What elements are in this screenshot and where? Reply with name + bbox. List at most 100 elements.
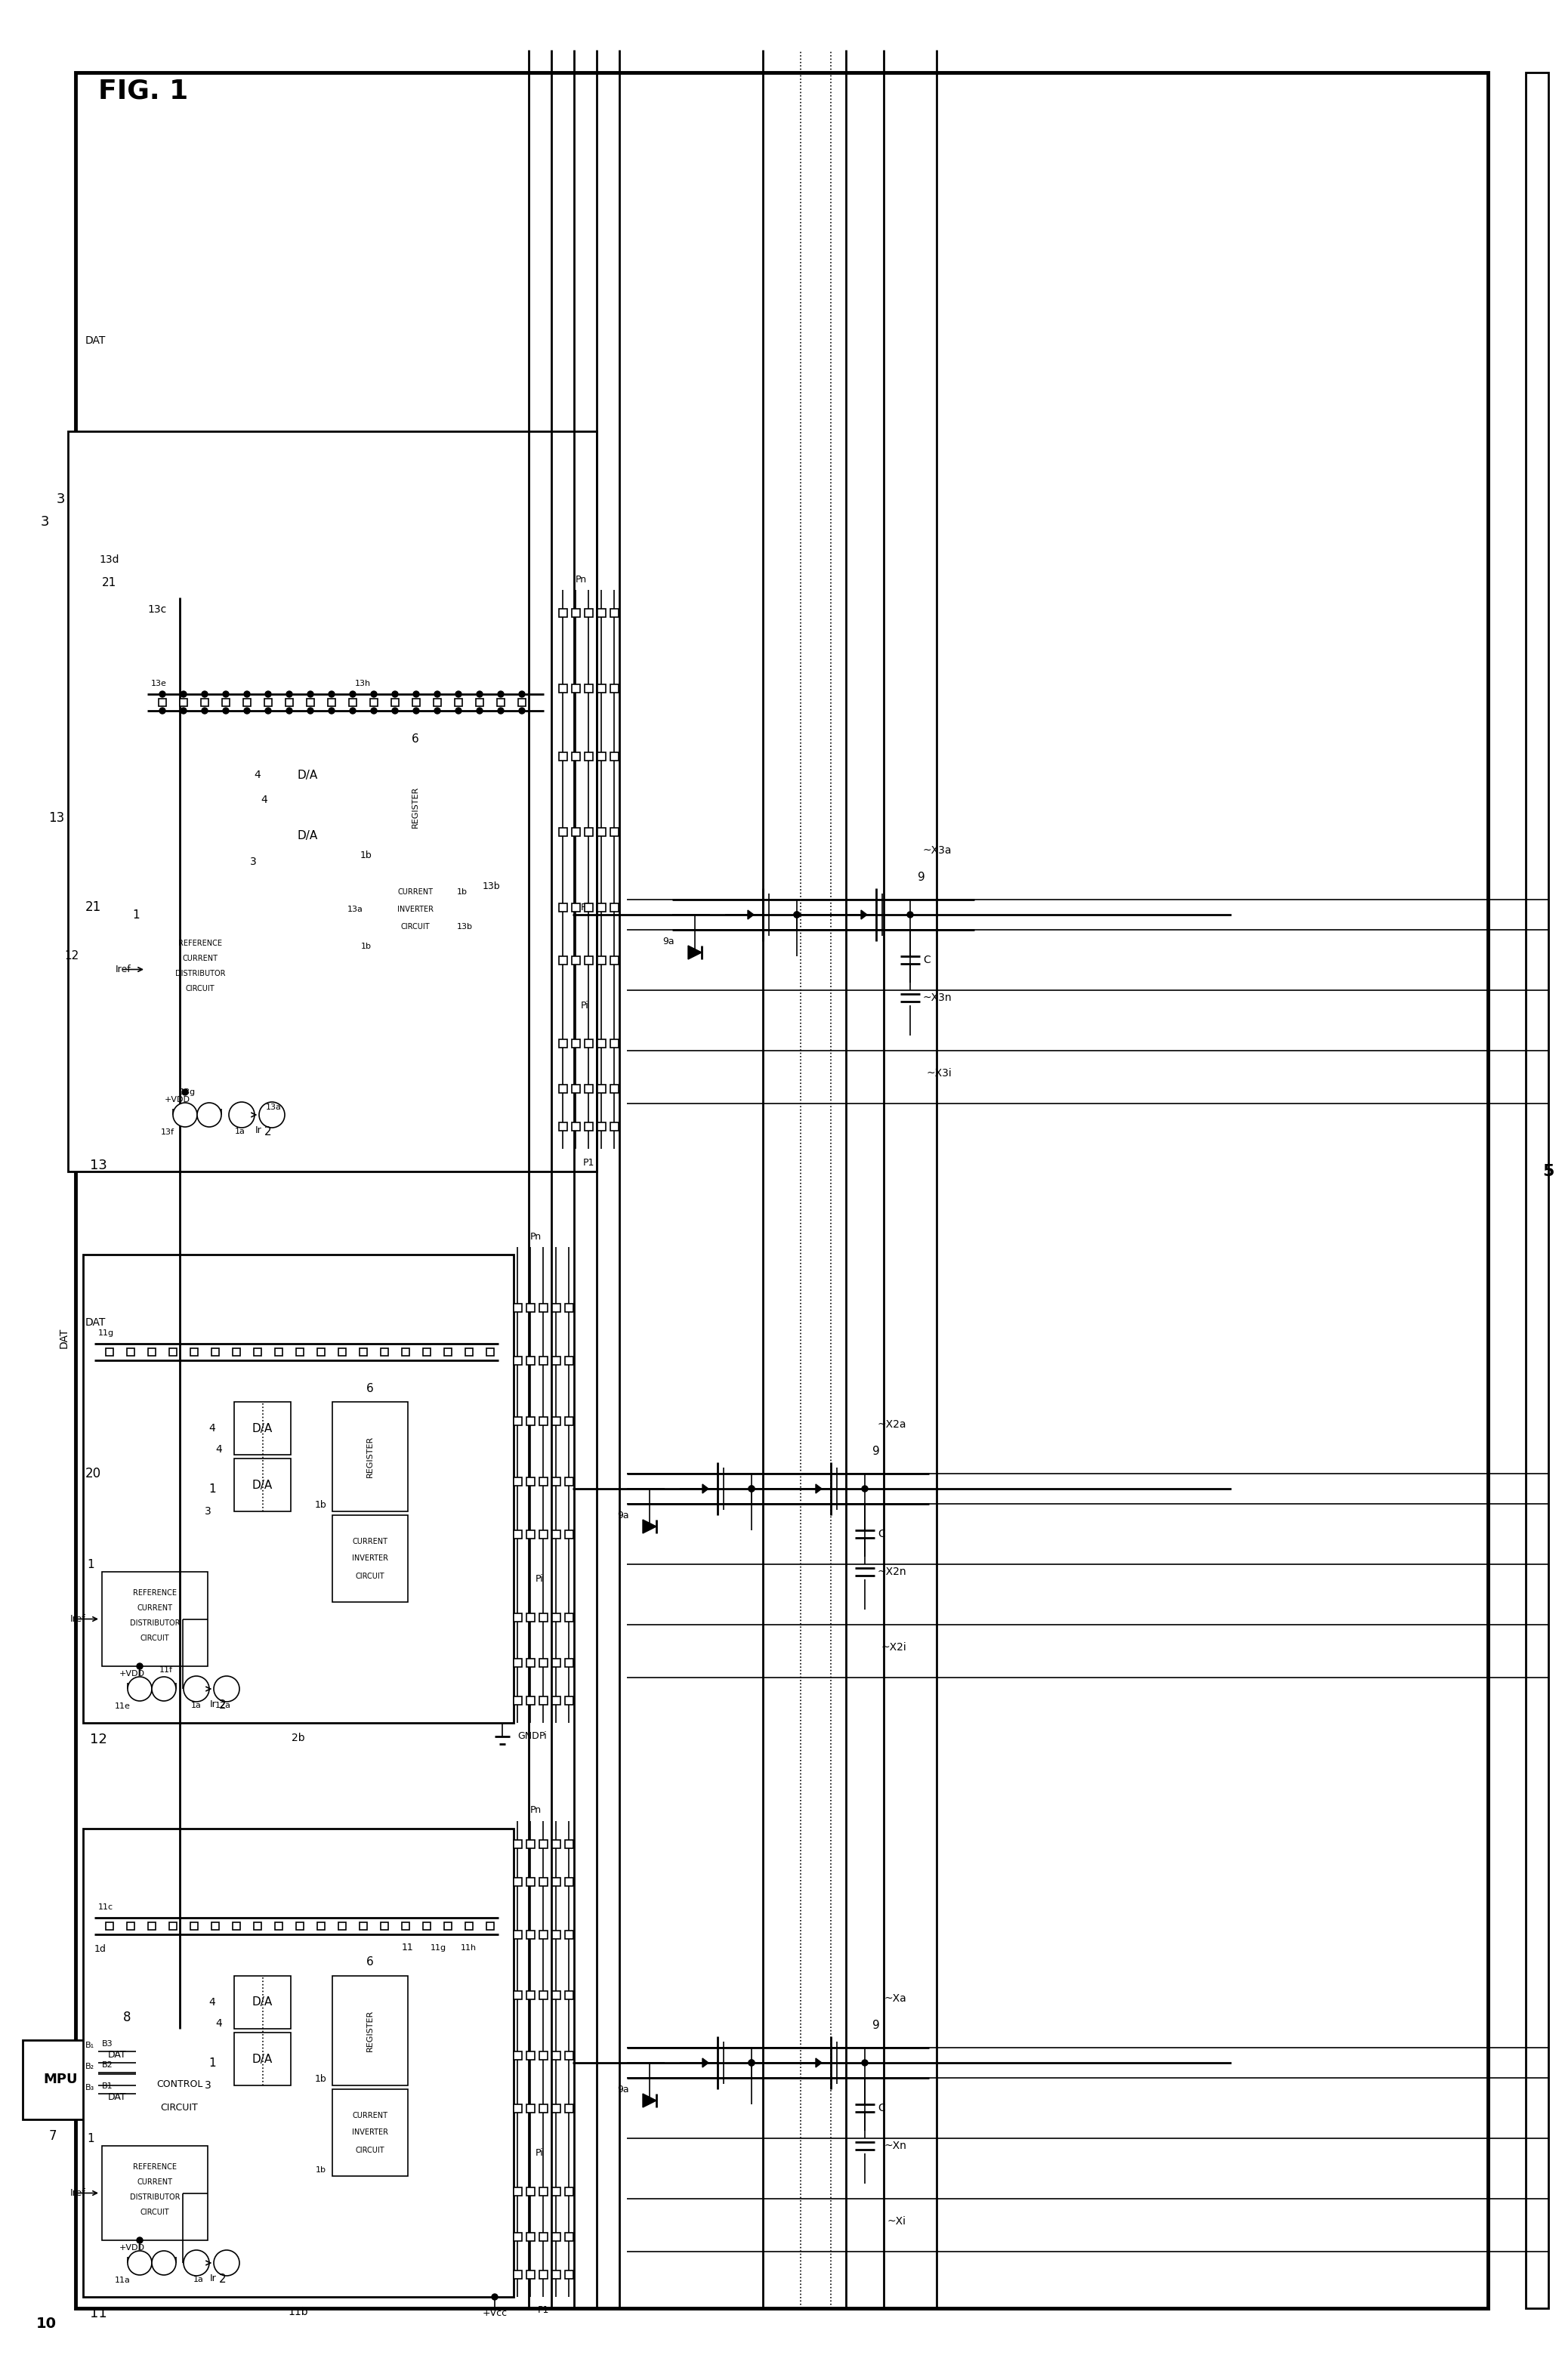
Text: CIRCUIT: CIRCUIT <box>355 1573 385 1580</box>
Bar <box>610 1121 618 1130</box>
Circle shape <box>908 912 912 919</box>
Bar <box>552 1930 560 1940</box>
Text: INVERTER: INVERTER <box>352 1554 388 1561</box>
Polygon shape <box>815 1485 822 1492</box>
Text: 3: 3 <box>205 2080 211 2090</box>
Text: Pn: Pn <box>574 574 587 583</box>
Text: 1: 1 <box>88 1559 94 1571</box>
Text: B₁: B₁ <box>85 2042 94 2049</box>
Bar <box>598 752 606 759</box>
Polygon shape <box>689 945 701 959</box>
Text: P1: P1 <box>537 2306 549 2316</box>
Text: 3: 3 <box>250 857 257 866</box>
Circle shape <box>202 707 208 714</box>
Bar <box>538 2271 548 2278</box>
Circle shape <box>244 707 250 714</box>
Text: REGISTER: REGISTER <box>366 2009 374 2052</box>
Bar <box>455 700 462 707</box>
Bar <box>149 1347 155 1357</box>
Bar <box>552 1840 560 1847</box>
Bar <box>526 1930 534 1940</box>
Text: 2: 2 <box>219 1699 227 1711</box>
Text: B₃: B₃ <box>85 2085 94 2092</box>
Bar <box>465 1347 473 1357</box>
Bar <box>598 609 606 616</box>
Bar <box>610 752 618 759</box>
Circle shape <box>435 707 440 714</box>
Bar <box>584 1040 593 1047</box>
Bar <box>211 1347 219 1357</box>
Bar <box>538 1659 548 1666</box>
Text: Pi: Pi <box>581 902 588 912</box>
Circle shape <box>174 1102 197 1128</box>
Text: C: C <box>878 2104 886 2113</box>
Bar <box>413 700 419 707</box>
Text: CIRCUIT: CIRCUIT <box>161 2104 199 2113</box>
Text: CIRCUIT: CIRCUIT <box>401 923 430 931</box>
Text: 11a: 11a <box>114 2278 130 2285</box>
Bar <box>526 1478 534 1485</box>
Bar <box>360 1923 368 1930</box>
Text: 1b: 1b <box>316 2166 326 2173</box>
Circle shape <box>329 707 335 714</box>
Circle shape <box>244 690 250 697</box>
Polygon shape <box>703 2059 709 2068</box>
Text: 11h: 11h <box>460 1944 476 1952</box>
Text: 1a: 1a <box>191 1702 202 1709</box>
Bar <box>83 1254 513 1723</box>
Text: B1: B1 <box>102 2082 113 2090</box>
Bar <box>610 1085 618 1092</box>
Bar <box>233 1347 239 1357</box>
Polygon shape <box>861 909 867 919</box>
Bar <box>610 828 618 835</box>
Bar <box>102 2147 208 2240</box>
Bar <box>559 683 567 693</box>
Bar <box>538 2187 548 2194</box>
Bar <box>552 1304 560 1311</box>
Bar <box>380 1347 388 1357</box>
Text: B3: B3 <box>102 2040 113 2047</box>
Text: 9: 9 <box>872 1445 880 1457</box>
Text: ~Xn: ~Xn <box>884 2140 906 2152</box>
Text: 6: 6 <box>366 1383 374 1395</box>
Circle shape <box>202 690 208 697</box>
Bar <box>538 1990 548 1999</box>
Circle shape <box>222 690 228 697</box>
Text: ~X3n: ~X3n <box>922 992 952 1002</box>
Bar <box>102 1571 208 1666</box>
Bar <box>513 1416 521 1426</box>
Bar <box>83 1828 513 2297</box>
Circle shape <box>329 690 335 697</box>
Bar <box>1526 71 1548 2309</box>
Bar <box>565 1840 573 1847</box>
Bar <box>565 2271 573 2278</box>
Bar <box>307 700 315 707</box>
Bar <box>598 1040 606 1047</box>
Text: 1d: 1d <box>94 1944 106 1954</box>
Bar <box>327 700 335 707</box>
Text: DAT: DAT <box>108 2049 127 2061</box>
Text: Ir: Ir <box>210 1699 216 1709</box>
Bar <box>565 1478 573 1485</box>
Bar <box>67 431 596 1171</box>
Text: 13a: 13a <box>347 904 363 914</box>
Circle shape <box>748 1485 754 1492</box>
Circle shape <box>748 1485 754 1492</box>
Text: ~X2n: ~X2n <box>878 1566 906 1578</box>
Bar <box>538 1930 548 1940</box>
Bar <box>513 2052 521 2059</box>
Text: Ir: Ir <box>255 1126 261 1135</box>
Text: INVERTER: INVERTER <box>352 2128 388 2137</box>
Text: 4: 4 <box>208 1997 216 2009</box>
Text: 13a: 13a <box>266 1104 282 1111</box>
Text: 4: 4 <box>208 1423 216 1433</box>
Bar <box>136 2028 222 2161</box>
Text: 10: 10 <box>36 2316 56 2330</box>
Text: DISTRIBUTOR: DISTRIBUTOR <box>175 969 225 978</box>
Text: Iref: Iref <box>70 2187 86 2199</box>
Circle shape <box>183 2249 210 2275</box>
Text: 4: 4 <box>254 769 261 781</box>
Bar <box>513 1478 521 1485</box>
Bar <box>552 2052 560 2059</box>
Text: 1a: 1a <box>194 2275 203 2282</box>
